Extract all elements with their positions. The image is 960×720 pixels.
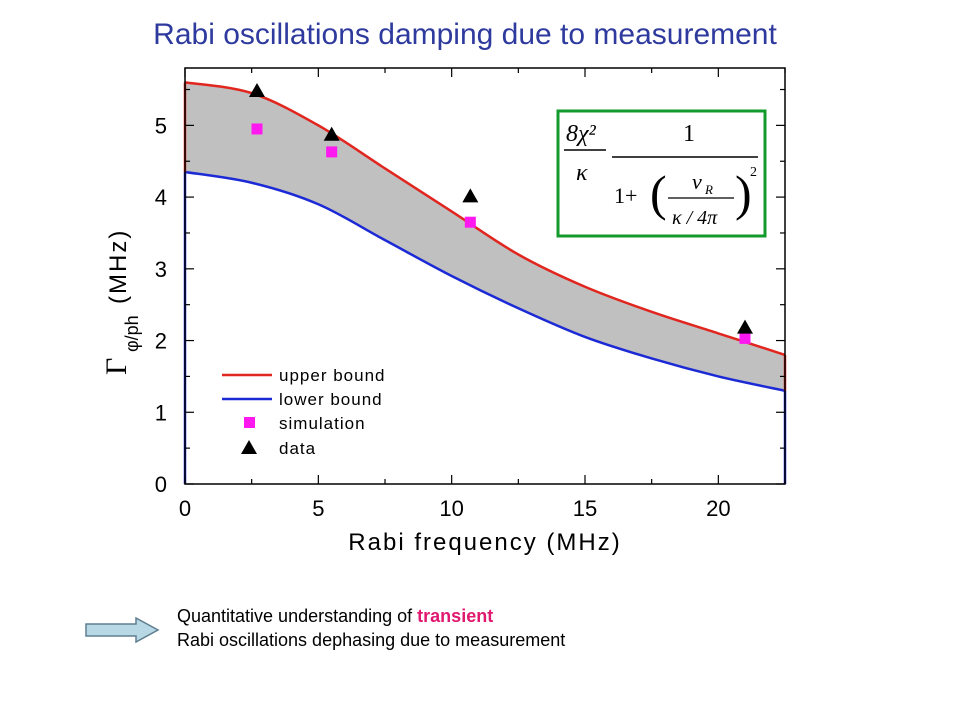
- series-line-lower-bound: [184, 170, 786, 392]
- simulation-point: [739, 332, 751, 344]
- legend-label: lower bound: [279, 390, 383, 409]
- y-tick-label: 0: [155, 472, 167, 497]
- axes-layer: [184, 67, 786, 485]
- y-axis-title-symbol: Γ: [100, 358, 133, 375]
- simulation-point: [464, 216, 476, 228]
- x-tick-label: 0: [179, 496, 191, 521]
- y-tick-label: 4: [155, 185, 167, 210]
- formula-numerator-left: 8χ²: [566, 121, 597, 147]
- footer-line-2: Rabi oscillations dephasing due to measu…: [177, 630, 566, 650]
- formula-inner-denominator: κ / 4π: [672, 207, 718, 229]
- y-tick-label: 3: [155, 257, 167, 282]
- y-axis-title-subscript: φ/ph: [122, 315, 142, 352]
- right-arrow-icon: [85, 617, 160, 643]
- data-point: [323, 126, 340, 141]
- simulation-point: [326, 146, 338, 158]
- marker-layer: [249, 82, 753, 344]
- legend: upper bound lower bound simulation data: [222, 366, 385, 458]
- data-point: [249, 82, 265, 97]
- legend-label: data: [279, 439, 316, 458]
- tick-label-layer: 0 5 10 15 20 0 1 2 3 4 5: [155, 113, 731, 521]
- y-tick-label: 2: [155, 329, 167, 354]
- series-line-upper-bound: [184, 81, 786, 357]
- formula-denominator-left: κ: [576, 160, 588, 186]
- footer-note: Quantitative understanding of transient …: [177, 604, 565, 652]
- formula-right-paren: ): [735, 165, 752, 221]
- footer-highlight: transient: [417, 606, 494, 626]
- y-tick-label: 1: [155, 400, 167, 425]
- legend-swatch-data: [241, 440, 257, 454]
- y-axis-title: Γ φ/ph (MHz): [100, 229, 142, 375]
- bound-band-layer: [185, 82, 785, 391]
- formula-annotation: 8χ² κ 1 1+ ( ν R κ / 4π ) 2: [556, 109, 767, 238]
- formula-denominator-prefix: 1+: [614, 183, 637, 208]
- x-tick-label: 20: [706, 496, 730, 521]
- slide-title: Rabi oscillations damping due to measure…: [153, 18, 777, 51]
- x-tick-label: 10: [439, 496, 463, 521]
- x-tick-label: 15: [573, 496, 597, 521]
- simulation-point: [251, 123, 263, 135]
- y-axis-title-unit: (MHz): [105, 229, 132, 304]
- footer-line-1-text: Quantitative understanding of: [177, 606, 418, 626]
- formula-exponent: 2: [750, 165, 757, 180]
- bound-band-fill: [185, 82, 785, 391]
- footer-line-1: Quantitative understanding of transient: [177, 604, 565, 628]
- plot-frame: [184, 67, 786, 485]
- y-tick-label: 5: [155, 113, 167, 138]
- formula-left-paren: (: [650, 165, 667, 221]
- data-point: [462, 188, 479, 203]
- legend-label: upper bound: [279, 366, 385, 385]
- formula-numerator-right: 1: [683, 121, 695, 147]
- formula-inner-numerator: ν: [692, 169, 702, 194]
- legend-label: simulation: [279, 414, 366, 433]
- x-axis-title: Rabi frequency (MHz): [348, 529, 621, 556]
- x-tick-label: 5: [312, 496, 324, 521]
- formula-border: [556, 109, 767, 238]
- legend-swatch-simulation: [244, 417, 255, 428]
- formula-inner-numerator-sub: R: [704, 182, 713, 197]
- data-point: [737, 319, 753, 334]
